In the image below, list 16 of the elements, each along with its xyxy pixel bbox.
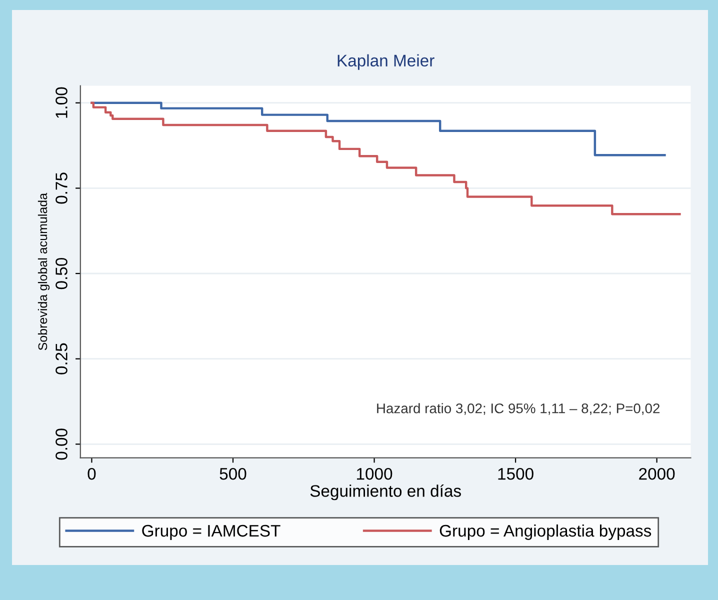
x-tick-label: 2000 (639, 468, 675, 480)
legend-label: Grupo = IAMCEST (142, 524, 280, 540)
y-tick-label: 1.00 (56, 87, 68, 118)
y-tick-label: 0.50 (56, 258, 68, 290)
x-axis-title: Seguimiento en días (310, 484, 461, 500)
x-tick-label: 500 (220, 468, 246, 480)
x-tick-label: 1500 (498, 468, 534, 480)
y-tick-label: 0.25 (56, 343, 68, 374)
y-tick-label: 0.00 (56, 428, 68, 460)
y-tick-label: 0.75 (56, 172, 68, 204)
x-tick-label: 1000 (357, 468, 392, 480)
y-axis-title: Sobrevida global acumulada (38, 192, 50, 350)
chart-title: Kaplan Meier (338, 54, 434, 70)
legend-label: Grupo = Angioplastia bypass (440, 524, 652, 540)
x-tick-label: 0 (88, 468, 96, 480)
annotation: Hazard ratio 3,02; IC 95% 1,11 – 8,22; P=0,02 (377, 403, 660, 415)
